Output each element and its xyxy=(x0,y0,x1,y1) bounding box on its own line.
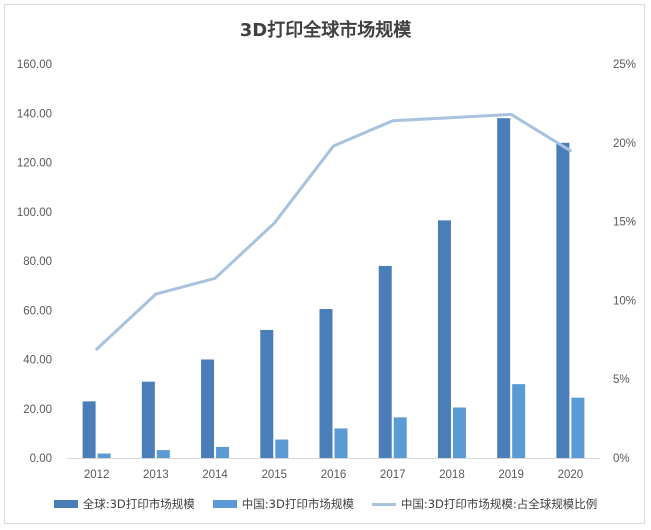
bar-china-market xyxy=(512,384,526,458)
y-left-tick-label: 0.00 xyxy=(30,453,52,465)
y-left-tick-label: 160.00 xyxy=(17,59,52,71)
y-left-tick-label: 20.00 xyxy=(23,404,52,416)
legend-swatch-china-share xyxy=(371,502,396,506)
legend-label-china-share: 中国:3D打印市场规模:占全球规模比例 xyxy=(400,497,598,511)
legend-item-global-market: 全球:3D打印市场规模 xyxy=(53,496,195,512)
x-tick-label: 2018 xyxy=(439,469,465,481)
x-tick-label: 2014 xyxy=(202,469,228,481)
bar-global-market xyxy=(260,329,274,458)
bar-global-market xyxy=(141,381,155,458)
y-right-tick-label: 20% xyxy=(613,138,636,150)
bar-global-market xyxy=(437,220,451,458)
x-tick-label: 2017 xyxy=(380,469,406,481)
line-china-share xyxy=(95,112,572,351)
x-tick-label: 2020 xyxy=(558,469,584,481)
x-tick-label: 2015 xyxy=(261,469,287,481)
bar-china-market xyxy=(393,417,407,458)
y-right-tick-label: 0% xyxy=(613,453,630,465)
y-left-tick-label: 40.00 xyxy=(23,355,52,367)
x-tick-label: 2013 xyxy=(143,469,169,481)
legend-item-china-share: 中国:3D打印市场规模:占全球规模比例 xyxy=(371,496,598,512)
bar-global-market xyxy=(556,142,570,459)
legend-swatch-global-market xyxy=(53,500,78,508)
bar-china-market xyxy=(571,397,585,458)
bar-global-market xyxy=(378,265,392,458)
legend-swatch-china-market xyxy=(212,500,237,508)
y-right-tick-label: 10% xyxy=(613,295,636,307)
y-left-tick-label: 140.00 xyxy=(17,108,52,120)
y-left-tick-label: 120.00 xyxy=(17,158,52,170)
y-left-tick-label: 80.00 xyxy=(23,256,52,268)
bar-global-market xyxy=(319,309,333,458)
chart-title: 3D打印全球市场规模 xyxy=(239,20,412,41)
x-tick-label: 2019 xyxy=(498,469,524,481)
chart-legend: 全球:3D打印市场规模 中国:3D打印市场规模 中国:3D打印市场规模:占全球规… xyxy=(0,494,651,514)
bar-global-market xyxy=(201,359,215,458)
bar-china-market xyxy=(156,450,170,458)
x-tick-label: 2012 xyxy=(84,469,110,481)
bar-china-market xyxy=(216,446,230,458)
bar-china-market xyxy=(275,439,289,458)
bar-china-market xyxy=(97,453,111,458)
y-right-tick-label: 5% xyxy=(613,374,630,386)
bar-global-market xyxy=(82,401,96,458)
bar-china-market xyxy=(334,428,348,458)
legend-item-china-market: 中国:3D打印市场规模 xyxy=(212,496,354,512)
bar-china-market xyxy=(452,407,466,458)
y-left-tick-label: 100.00 xyxy=(17,207,52,219)
y-left-tick-label: 60.00 xyxy=(23,305,52,317)
x-tick-label: 2016 xyxy=(321,469,347,481)
legend-label-china-market: 中国:3D打印市场规模 xyxy=(241,497,354,511)
bar-global-market xyxy=(497,118,511,459)
y-right-tick-label: 25% xyxy=(613,59,636,71)
legend-label-global-market: 全球:3D打印市场规模 xyxy=(82,497,195,511)
y-right-tick-label: 15% xyxy=(613,217,636,229)
